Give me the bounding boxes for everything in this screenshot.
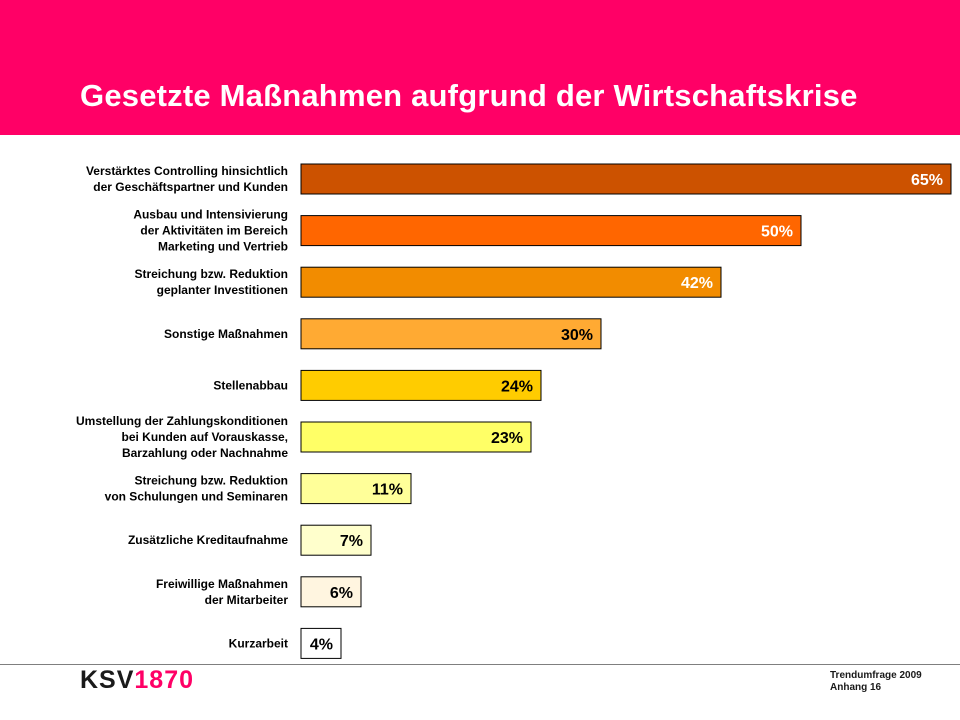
category-label-3: Sonstige Maßnahmen	[164, 327, 288, 341]
category-label-line: Streichung bzw. Reduktion	[134, 267, 288, 281]
bar-value-label-4: 24%	[501, 378, 533, 395]
bar-4	[300, 369, 542, 401]
category-label-line: Sonstige Maßnahmen	[164, 327, 288, 341]
category-label-line: Barzahlung oder Nachnahme	[122, 446, 288, 460]
bar-value-label-3: 30%	[561, 327, 593, 344]
footer-divider	[0, 664, 960, 665]
bar-8	[300, 576, 362, 608]
category-label-line: Verstärktes Controlling hinsichtlich	[86, 164, 288, 178]
category-label-8: Freiwillige Maßnahmen der Mitarbeiter	[156, 577, 288, 607]
bar-9	[300, 627, 342, 659]
bar-value-label-8: 6%	[330, 585, 353, 602]
category-label-9: Kurzarbeit	[229, 636, 288, 650]
bar-3	[300, 318, 602, 350]
footer-survey-label: Trendumfrage 2009	[830, 670, 922, 681]
header-bar: Gesetzte Maßnahmen aufgrund der Wirtscha…	[0, 0, 960, 135]
category-label-line: Ausbau und Intensivierung	[133, 208, 288, 222]
category-label-2: Streichung bzw. Reduktion geplanter Inves…	[134, 267, 288, 297]
category-label-6: Streichung bzw. Reduktion von Schulungen …	[105, 474, 288, 504]
bar-2	[300, 266, 722, 298]
category-label-0: Verstärktes Controlling hinsichtlich der …	[86, 164, 288, 194]
logo-text-1870: 1870	[134, 666, 195, 694]
category-label-line: Streichung bzw. Reduktion	[134, 474, 288, 488]
category-label-line: der Mitarbeiter	[205, 593, 289, 607]
category-label-line: der Geschäftspartner und Kunden	[93, 180, 288, 194]
category-label-7: Zusätzliche Kreditaufnahme	[128, 533, 288, 547]
category-label-line: Zusätzliche Kreditaufnahme	[128, 533, 288, 547]
bar-5	[300, 421, 532, 453]
category-label-line: Umstellung der Zahlungskonditionen	[76, 414, 288, 428]
bar-7	[300, 524, 372, 556]
logo-text-ksv: KSV	[80, 666, 135, 694]
category-label-5: Umstellung der Zahlungskonditionen bei Ku…	[76, 414, 288, 460]
category-label-4: Stellenabbau	[213, 378, 288, 392]
bar-value-label-9: 4%	[310, 636, 333, 653]
footer-appendix-label: Anhang 16	[830, 682, 882, 693]
page-title: Gesetzte Maßnahmen aufgrund der Wirtscha…	[80, 78, 858, 113]
bar-value-label-5: 23%	[491, 430, 523, 447]
category-label-1: Ausbau und Intensivierung der Aktivitäten…	[133, 208, 288, 254]
category-label-line: Stellenabbau	[213, 378, 288, 392]
bar-6	[300, 473, 412, 505]
bar-value-label-1: 50%	[761, 224, 793, 241]
category-label-line: bei Kunden auf Vorauskasse,	[122, 430, 289, 444]
bar-0	[300, 163, 952, 195]
category-label-line: Marketing und Vertrieb	[158, 240, 288, 254]
bar-value-label-7: 7%	[340, 533, 363, 550]
bar-value-label-6: 11%	[372, 482, 403, 499]
category-label-line: von Schulungen und Seminaren	[105, 490, 288, 504]
category-label-line: der Aktivitäten im Bereich	[140, 224, 288, 238]
bar-1	[300, 215, 802, 247]
bar-value-label-2: 42%	[681, 275, 713, 292]
category-label-line: geplanter Investitionen	[157, 283, 288, 297]
category-label-line: Kurzarbeit	[229, 636, 288, 650]
category-label-line: Freiwillige Maßnahmen	[156, 577, 288, 591]
ksv-logo: KSV1870	[80, 666, 194, 695]
bar-value-label-0: 65%	[911, 172, 943, 189]
footer-meta: Trendumfrage 2009 Anhang 16	[830, 670, 922, 694]
